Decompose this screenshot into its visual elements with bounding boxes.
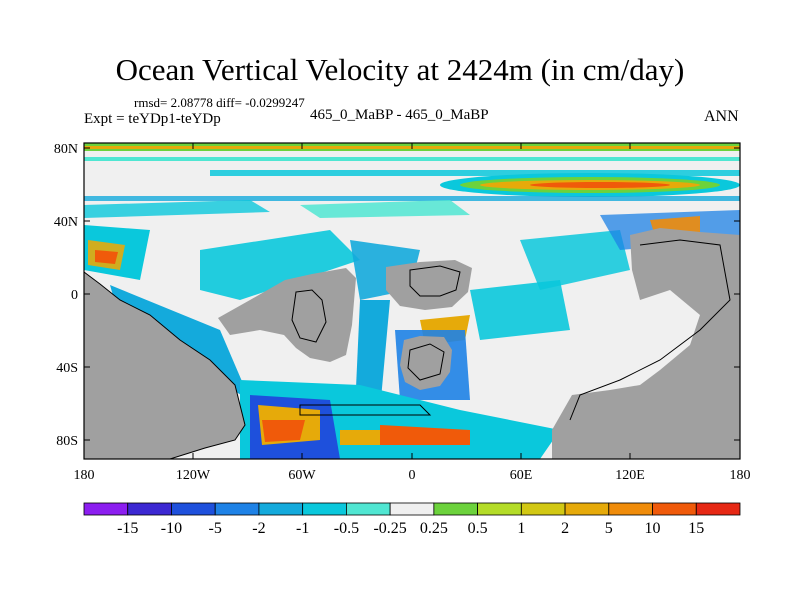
stats-label: rmsd= 2.08778 diff= -0.0299247: [134, 95, 305, 110]
colorbar-label: -15: [117, 520, 138, 537]
colorbar-label: 0.5: [468, 520, 488, 537]
colorbar-label: -0.5: [334, 520, 359, 537]
colorbar-swatch: [171, 502, 216, 516]
colorbar-swatch: [214, 502, 260, 516]
colorbar-swatch: [345, 502, 391, 516]
y-tick-label: 40S: [56, 361, 78, 376]
colorbar-swatch: [83, 502, 129, 516]
case-names-label: 465_0_MaBP - 465_0_MaBP: [310, 107, 489, 123]
x-tick-label: 60E: [510, 468, 533, 483]
experiment-label: Expt = teYDp1-teYDp: [84, 111, 221, 127]
northern-band: [84, 157, 740, 161]
colorbar-label: -1: [296, 520, 309, 537]
colorbar-swatch: [258, 502, 304, 516]
y-axis: 80N 40N 0 40S 80S: [54, 142, 740, 449]
colorbar-label: -5: [209, 520, 222, 537]
colorbar-swatch: [608, 502, 653, 516]
land-masses: [84, 228, 740, 459]
colorbar-label: -0.25: [373, 520, 406, 537]
colorbar-swatch: [477, 502, 522, 516]
colorbar-swatch: [520, 502, 566, 516]
y-tick-label: 80S: [56, 434, 78, 449]
colorbar-label: 2: [561, 520, 569, 537]
x-axis: 180 120W 60W 0 60E 120E 180: [74, 143, 751, 483]
y-tick-label: 80N: [54, 142, 78, 157]
colorbar-label: 10: [645, 520, 661, 537]
x-tick-label: 0: [409, 468, 416, 483]
colorbar-label: 15: [688, 520, 704, 537]
colorbar-swatch: [564, 502, 610, 516]
colorbar-label: 0.25: [420, 520, 448, 537]
coastlines: [84, 239, 731, 459]
colorbar-swatch: [389, 502, 435, 516]
map-field: [84, 143, 740, 459]
x-tick-label: 120W: [176, 468, 211, 483]
colorbar-swatch: [302, 502, 347, 516]
x-tick-label: 60W: [288, 468, 316, 483]
x-tick-label: 120E: [615, 468, 645, 483]
x-tick-label: 180: [74, 468, 95, 483]
y-tick-label: 40N: [54, 215, 78, 230]
colorbar-label: -10: [161, 520, 182, 537]
colorbar-label: -2: [252, 520, 265, 537]
colorbar-swatch: [433, 502, 479, 516]
colorbar-swatch: [652, 502, 697, 516]
colorbar-swatch: [695, 502, 741, 516]
x-tick-label: 180: [730, 468, 751, 483]
colorbar-label: 5: [605, 520, 613, 537]
colorbar-label: 1: [517, 520, 525, 537]
season-label: ANN: [704, 108, 739, 125]
colorbar-swatch: [127, 502, 172, 516]
map-title: Ocean Vertical Velocity at 2424m (in cm/…: [115, 52, 685, 87]
y-tick-label: 0: [71, 288, 78, 303]
colorbar: -15 -10 -5 -2 -1 -0.5 -0.25 0.25 0.5 1 2 5 10 15: [83, 502, 741, 537]
